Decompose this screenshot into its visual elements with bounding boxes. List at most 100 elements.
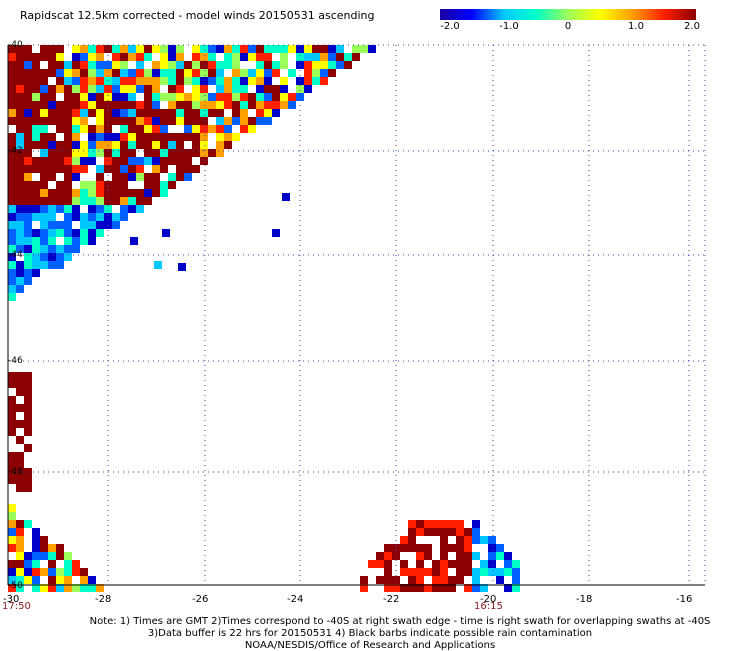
data-cell	[48, 93, 56, 101]
data-cell	[64, 189, 72, 197]
data-cell	[128, 133, 136, 141]
data-cell	[208, 149, 216, 157]
data-cell	[216, 141, 224, 149]
data-cell	[152, 133, 160, 141]
data-cell	[360, 45, 368, 53]
data-cell	[104, 189, 112, 197]
data-cell	[80, 189, 88, 197]
data-cell	[16, 476, 24, 484]
data-cell	[88, 45, 96, 53]
data-cell	[24, 484, 32, 492]
data-cell	[264, 69, 272, 77]
wind-difference-map: -40 -42 -44 -46 -48 -50 -30 -28 -26 -24 …	[2, 40, 706, 612]
data-cell	[160, 53, 168, 61]
data-cell	[168, 45, 176, 53]
data-cell	[216, 125, 224, 133]
data-cell	[24, 388, 32, 396]
data-cell	[488, 552, 496, 560]
data-cell	[472, 536, 480, 544]
data-cell	[224, 53, 232, 61]
data-cell	[248, 69, 256, 77]
data-cell	[88, 181, 96, 189]
data-cell	[8, 576, 16, 584]
data-cell	[456, 568, 464, 576]
data-cell	[64, 197, 72, 205]
data-cell	[130, 237, 138, 245]
data-cell	[40, 245, 48, 253]
data-cell	[88, 101, 96, 109]
data-cell	[8, 181, 16, 189]
data-cell	[24, 117, 32, 125]
data-cell	[96, 197, 104, 205]
data-cell	[16, 261, 24, 269]
data-cell	[296, 45, 304, 53]
data-cell	[240, 117, 248, 125]
data-cell	[328, 61, 336, 69]
data-cell	[200, 45, 208, 53]
data-cell	[8, 117, 16, 125]
data-cell	[56, 45, 64, 53]
data-cell	[72, 77, 80, 85]
data-cell	[152, 117, 160, 125]
data-cell	[8, 412, 16, 420]
data-cell	[64, 245, 72, 253]
data-cell	[272, 45, 280, 53]
data-cell	[48, 229, 56, 237]
data-cell	[8, 237, 16, 245]
data-cell	[208, 77, 216, 85]
data-cell	[112, 77, 120, 85]
data-cell	[440, 568, 448, 576]
data-cell	[184, 69, 192, 77]
data-cell	[104, 213, 112, 221]
data-cell	[408, 520, 416, 528]
data-cell	[16, 528, 24, 536]
data-cell	[200, 93, 208, 101]
data-cell	[128, 149, 136, 157]
data-cell	[416, 528, 424, 536]
data-cell	[384, 552, 392, 560]
data-cell	[120, 205, 128, 213]
data-cell	[16, 560, 24, 568]
data-cell	[16, 269, 24, 277]
data-cell	[24, 428, 32, 436]
data-cell	[192, 165, 200, 173]
data-cell	[400, 544, 408, 552]
data-cell	[40, 149, 48, 157]
data-cell	[296, 85, 304, 93]
data-cell	[128, 197, 136, 205]
data-cell	[40, 133, 48, 141]
data-cell	[120, 141, 128, 149]
data-cell	[488, 536, 496, 544]
data-cell	[152, 85, 160, 93]
data-cell	[56, 85, 64, 93]
data-cell	[48, 245, 56, 253]
data-cell	[360, 576, 368, 584]
data-cell	[40, 229, 48, 237]
data-cell	[480, 584, 488, 592]
data-cell	[240, 125, 248, 133]
data-cell	[112, 133, 120, 141]
data-cell	[448, 520, 456, 528]
data-cell	[56, 77, 64, 85]
data-cell	[400, 584, 408, 592]
data-cell	[16, 404, 24, 412]
data-cell	[120, 69, 128, 77]
data-cell	[56, 141, 64, 149]
note-line-2: 3)Data buffer is 22 hrs for 20150531 4) …	[147, 628, 593, 639]
data-cell	[32, 269, 40, 277]
data-cell	[144, 93, 152, 101]
data-cell	[40, 77, 48, 85]
data-cell	[440, 536, 448, 544]
data-cell	[56, 61, 64, 69]
data-cell	[8, 101, 16, 109]
data-cell	[32, 229, 40, 237]
data-cell	[480, 568, 488, 576]
data-cell	[24, 229, 32, 237]
data-cell	[104, 69, 112, 77]
data-cell	[320, 61, 328, 69]
data-cell	[176, 173, 184, 181]
data-cell	[162, 229, 170, 237]
data-cell	[16, 420, 24, 428]
lat-label-40: -40	[8, 40, 23, 50]
data-cell	[80, 125, 88, 133]
